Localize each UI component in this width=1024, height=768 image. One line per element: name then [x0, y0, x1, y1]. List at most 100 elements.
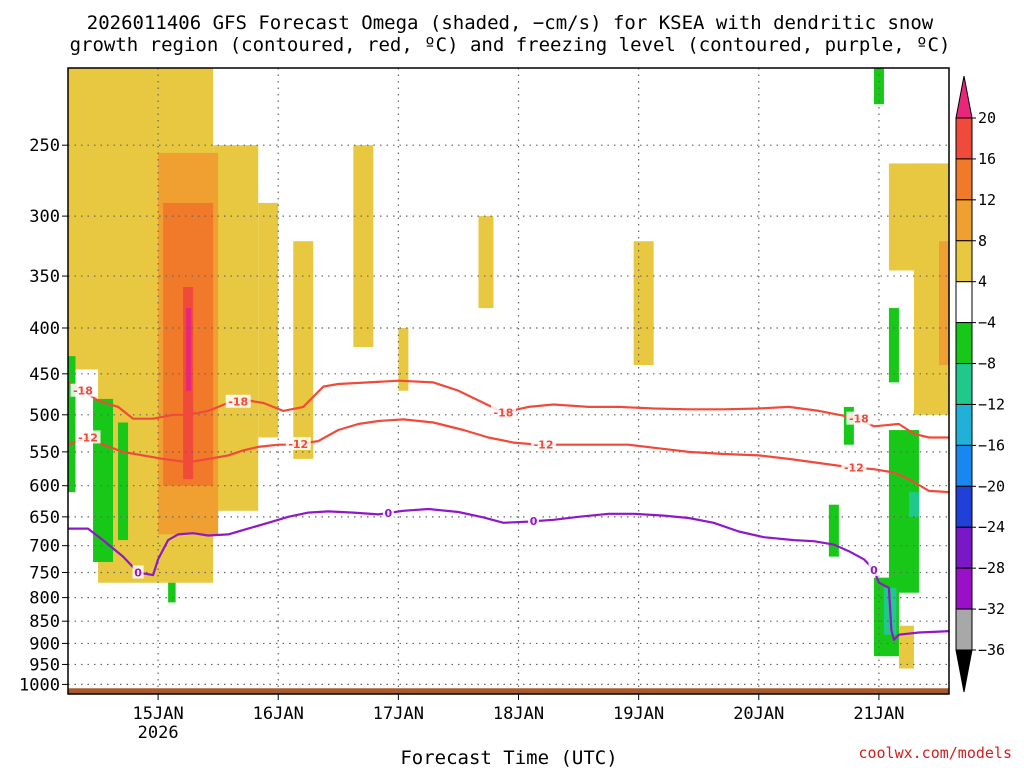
contour-label-bg [531, 437, 557, 451]
colorbar-segment [955, 117, 973, 160]
contour-label-bg [490, 405, 516, 419]
chart-title: 2026011406 GFS Forecast Omega (shaded, −… [87, 12, 934, 34]
omega-cell [118, 422, 129, 541]
colorbar-segment [955, 608, 973, 651]
omega-cell [908, 492, 919, 517]
contour-label: -12 [288, 438, 308, 451]
y-tick-label: 550 [29, 443, 60, 463]
colorbar-top-arrow [955, 75, 973, 119]
y-tick-label: 900 [29, 634, 60, 654]
colorbar-label: −8 [978, 355, 996, 373]
x-tick-label: 20JAN [733, 704, 784, 724]
y-tick-label: 400 [29, 319, 60, 339]
colorbar-segment [955, 158, 973, 201]
colorbar-label: −4 [978, 314, 996, 332]
omega-cell [938, 241, 949, 366]
contour-label-bg [285, 437, 311, 451]
colorbar-segment [955, 363, 973, 405]
contour-label: 0 [134, 567, 142, 580]
x-tick-label: 16JAN [253, 704, 304, 724]
contour-label-bg [846, 411, 872, 425]
omega-cell [828, 504, 839, 557]
x-tick-label: 18JAN [493, 704, 544, 724]
contour-label: 0 [530, 515, 538, 528]
chart-subtitle: growth region (contoured, red, ºC) and f… [70, 34, 951, 56]
contour-label-bg [75, 430, 101, 444]
omega-cell [888, 308, 899, 383]
omega-shading-layer [68, 68, 949, 694]
colorbar-segment [955, 567, 973, 610]
colorbar-label: 20 [978, 109, 996, 127]
colorbar-segment [955, 322, 973, 365]
colorbar: 20 16 12 8 4 −4 −8 −12 −16 −20 −24 −28 −32 −36 [955, 75, 1005, 693]
y-tick-label: 500 [29, 406, 60, 426]
x-axis-title: Forecast Time (UTC) [400, 747, 617, 768]
contour-label: -12 [78, 431, 98, 444]
plot-area: -18 -18 -18 -18 -12 -12 -12 -12 0 0 0 0 [67, 67, 950, 695]
contour-label-bg [868, 562, 880, 576]
colorbar-label: −36 [978, 641, 1005, 659]
y-tick-label: 850 [29, 612, 60, 632]
colorbar-label: −24 [978, 518, 1005, 536]
contour-label-bg [132, 565, 144, 579]
y-tick-label: 300 [29, 207, 60, 227]
omega-cell [68, 356, 76, 493]
colorbar-segment [955, 240, 973, 283]
x-tick-label: 21JAN [853, 704, 904, 724]
colorbar-segment [955, 199, 973, 242]
omega-cell [633, 241, 654, 366]
omega-cell [398, 327, 409, 391]
y-tick-label: 1000 [19, 675, 60, 695]
contour-label: -18 [849, 413, 869, 426]
contour-label-bg [841, 460, 867, 474]
contour-label: 0 [870, 564, 878, 577]
omega-cell [186, 308, 192, 391]
colorbar-bottom-arrow [955, 649, 973, 693]
colorbar-label: 12 [978, 191, 996, 209]
y-tick-label: 450 [29, 365, 60, 385]
contour-label: -18 [494, 406, 514, 419]
x-tick-label: 19JAN [613, 704, 664, 724]
y-tick-label: 700 [29, 537, 60, 557]
omega-cell [478, 216, 494, 309]
omega-cell [843, 406, 854, 445]
x-tick-sublabel: 2026 [138, 723, 179, 743]
contour-label-bg [225, 394, 251, 408]
y-tick-label: 600 [29, 477, 60, 497]
colorbar-segment [955, 444, 973, 487]
colorbar-segment [955, 526, 973, 569]
y-tick-label: 800 [29, 589, 60, 609]
colorbar-label: 8 [978, 232, 987, 250]
y-tick-label: 350 [29, 267, 60, 287]
plot-frame [67, 67, 950, 695]
y-axis: 2503003504004505005506006507007508008509… [19, 136, 68, 695]
omega-cell [93, 398, 114, 562]
credit-link[interactable]: coolwx.com/models [858, 744, 1012, 762]
contour-dgz [67, 418, 950, 494]
colorbar-label: −32 [978, 600, 1005, 618]
omega-cell [293, 241, 314, 459]
colorbar-label: −20 [978, 477, 1005, 495]
ground-band [68, 688, 949, 694]
omega-cell [68, 68, 99, 370]
colorbar-label: −28 [978, 559, 1005, 577]
omega-cell [873, 68, 884, 105]
colorbar-label: 4 [978, 273, 987, 291]
contour-label: -18 [228, 396, 248, 409]
colorbar-segment [955, 403, 973, 446]
contour-label: -12 [844, 462, 864, 475]
x-tick-label: 17JAN [373, 704, 424, 724]
x-tick-label: 15JAN [133, 704, 184, 724]
contour-label: -12 [534, 439, 554, 452]
omega-cell [898, 625, 914, 669]
y-tick-label: 750 [29, 564, 60, 584]
omega-cell [353, 145, 374, 347]
contour-label-bg [382, 505, 394, 519]
y-tick-label: 950 [29, 655, 60, 675]
contour-label: -18 [73, 385, 93, 398]
colorbar-label: −16 [978, 436, 1005, 454]
contour-label-bg [528, 514, 540, 528]
contour-dgz [67, 379, 949, 439]
